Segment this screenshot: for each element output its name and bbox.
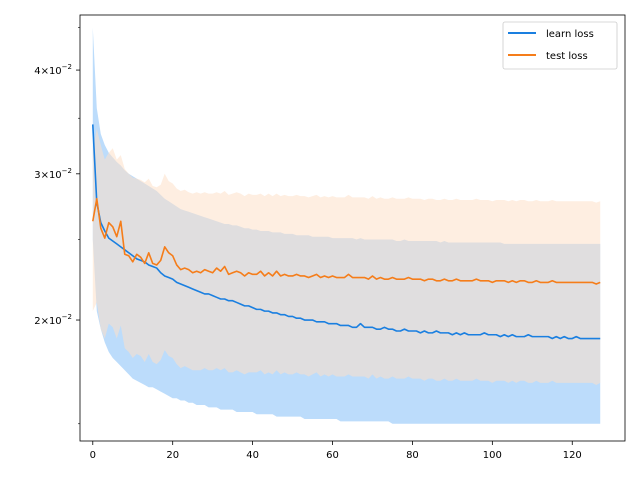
y-axis: 2×10−2 3×10−2 4×10−2	[34, 27, 80, 425]
x-tick-label: 20	[166, 450, 179, 461]
legend: learn loss test loss	[502, 21, 618, 70]
x-tick-label: 0	[90, 450, 96, 461]
y-tick-label: 4×10−2	[34, 63, 72, 77]
y-tick-label: 2×10−2	[34, 313, 72, 327]
x-axis: 0 20 40 60 80 100 120	[90, 441, 582, 461]
confidence-bands	[92, 27, 601, 424]
plot-frame	[79, 14, 626, 442]
x-tick-label: 100	[483, 450, 502, 461]
x-tick-label: 60	[326, 450, 339, 461]
legend-label-test-loss: test loss	[546, 51, 588, 62]
y-tick-label: 3×10−2	[34, 167, 72, 181]
x-tick-label: 40	[246, 450, 259, 461]
x-tick-label: 80	[406, 450, 419, 461]
legend-label-learn-loss: learn loss	[546, 29, 594, 40]
series-lines	[91, 124, 601, 340]
x-tick-label: 120	[563, 450, 582, 461]
line-learn-loss	[91, 124, 601, 340]
band-test-loss	[92, 128, 601, 386]
line-test-loss	[92, 197, 601, 285]
